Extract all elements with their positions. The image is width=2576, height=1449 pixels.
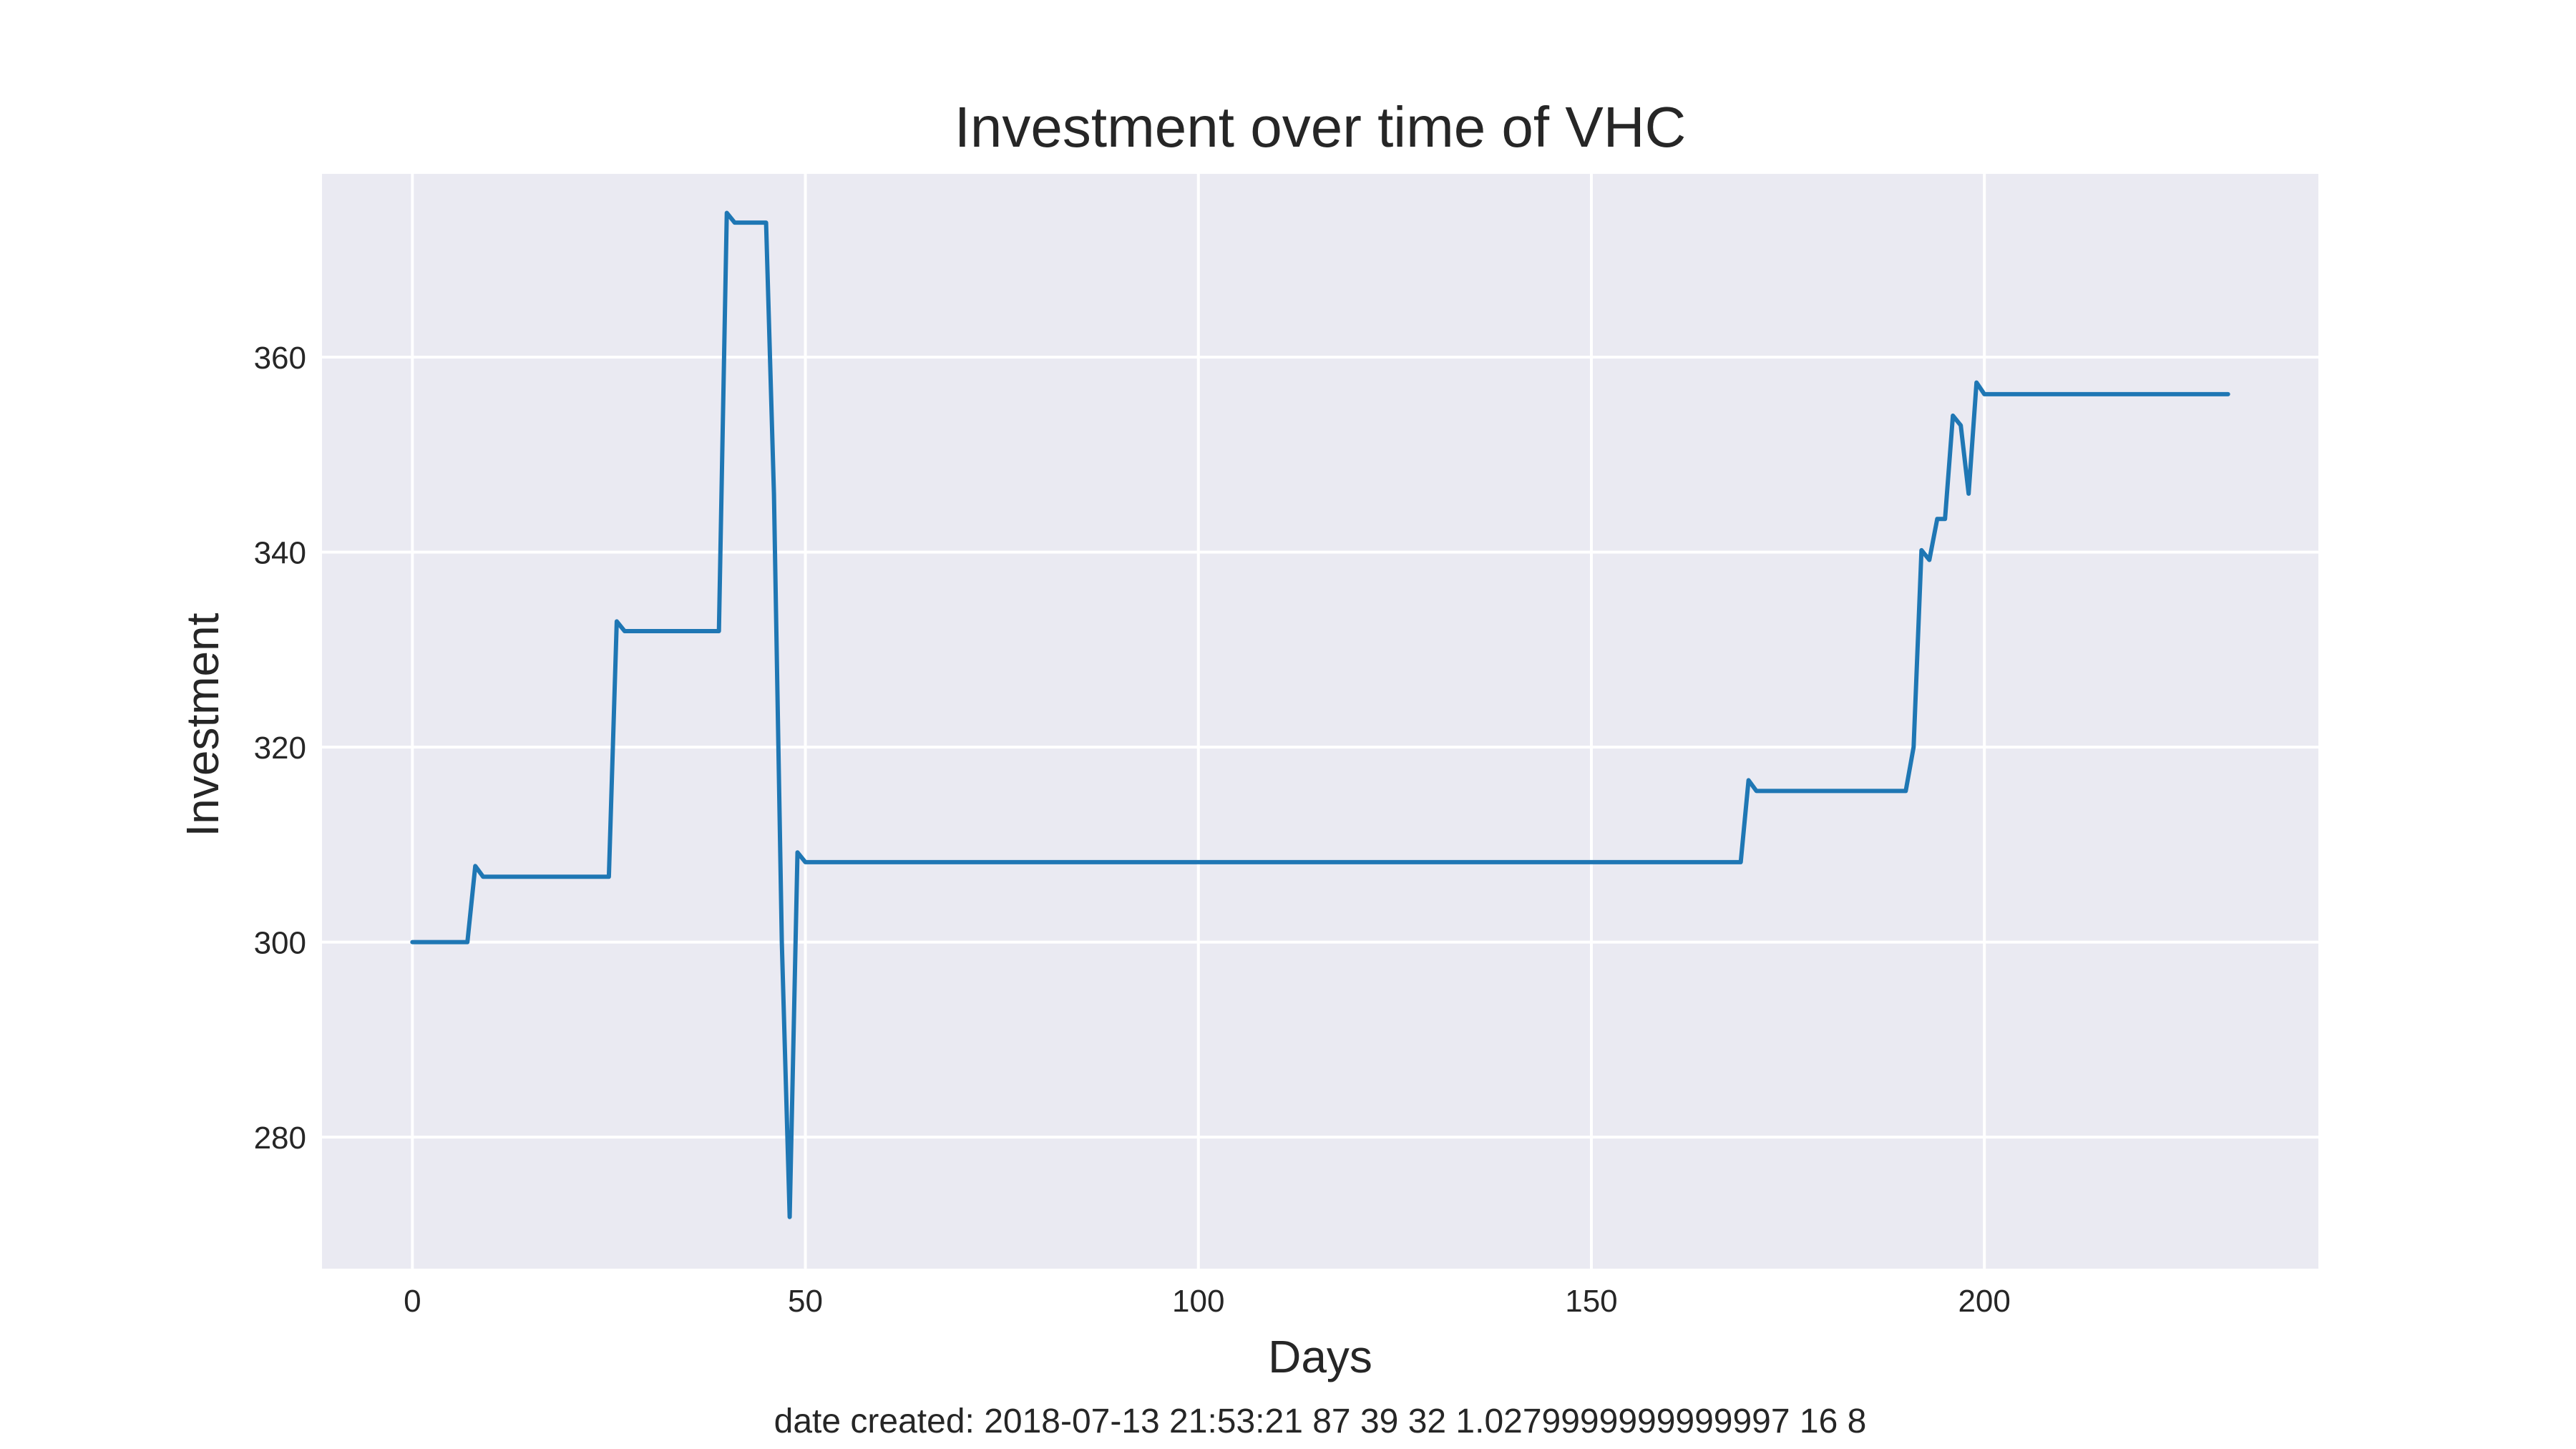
x-tick-label: 150 <box>1565 1284 1617 1319</box>
y-tick-labels: 280 300 320 340 360 <box>254 341 306 1156</box>
y-tick-label: 360 <box>254 341 306 376</box>
investment-series-line <box>410 210 2230 1219</box>
x-tick-label: 0 <box>404 1284 421 1319</box>
chart-title: Investment over time of VHC <box>955 95 1687 159</box>
y-tick-label: 280 <box>254 1121 306 1156</box>
y-gridlines <box>322 356 2318 1139</box>
x-tick-labels: 0 50 100 150 200 <box>404 1284 2011 1319</box>
x-tick-label: 100 <box>1172 1284 1224 1319</box>
x-tick-label: 200 <box>1958 1284 2010 1319</box>
y-tick-label: 320 <box>254 731 306 766</box>
plot-area <box>322 174 2318 1269</box>
x-axis-label: Days <box>1268 1331 1372 1382</box>
y-tick-label: 340 <box>254 536 306 571</box>
y-tick-label: 300 <box>254 926 306 961</box>
y-axis-label: Investment <box>177 613 228 836</box>
x-tick-label: 50 <box>788 1284 823 1319</box>
date-created-footnote: date created: 2018-07-13 21:53:21 87 39 … <box>774 1402 1867 1440</box>
series-group <box>410 210 2230 1219</box>
